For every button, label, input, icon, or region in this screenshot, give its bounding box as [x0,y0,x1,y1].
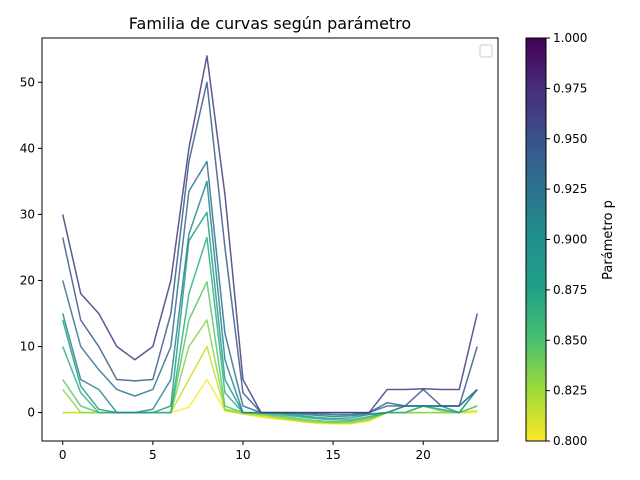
y-tick-label: 20 [20,273,35,287]
series-line-9 [61,55,478,414]
x-tick-label: 5 [149,448,157,462]
plot-frame [41,37,499,442]
colorbar-tick-label: 0.850 [553,333,587,347]
x-tick-label: 15 [325,448,340,462]
y-tick-label: 30 [20,207,35,221]
series-line-7 [62,160,478,416]
y-tick-label: 0 [27,406,35,420]
colorbar-tick-label: 0.950 [553,132,587,146]
x-tick-label: 0 [59,448,67,462]
x-tick-label: 10 [235,448,250,462]
colorbar-tick-label: 1.000 [553,31,587,45]
colorbar-tick-label: 0.925 [553,182,587,196]
series-line-2 [62,319,478,424]
colorbar-tick-label: 0.875 [553,283,587,297]
y-tick-label: 50 [20,75,35,89]
colorbar-tick-label: 0.900 [553,233,587,247]
y-tick-label: 40 [20,141,35,155]
y-axis-ticks: 0 10 20 30 40 50 [20,75,42,420]
colorbar-tick-label: 0.825 [553,384,587,398]
legend-box [479,44,493,58]
chart-title: Familia de curvas según parámetro [129,14,411,33]
colorbar-tick-label: 0.975 [553,81,587,95]
colorbar-tick-label: 0.800 [553,434,587,448]
colorbar [525,37,547,442]
series-line-5 [62,211,478,420]
x-axis-ticks: 0 5 10 15 20 [59,441,431,462]
plot-lines [61,55,478,425]
series-line-6 [62,180,478,418]
colorbar-ticks: 0.800 0.825 0.850 0.875 0.900 0.925 0.950 0.975… [546,31,587,448]
series-line-1 [62,345,478,424]
series-line-8 [61,81,478,414]
y-tick-label: 10 [20,340,35,354]
x-tick-label: 20 [416,448,431,462]
colorbar-label: Parámetro p [601,200,616,280]
